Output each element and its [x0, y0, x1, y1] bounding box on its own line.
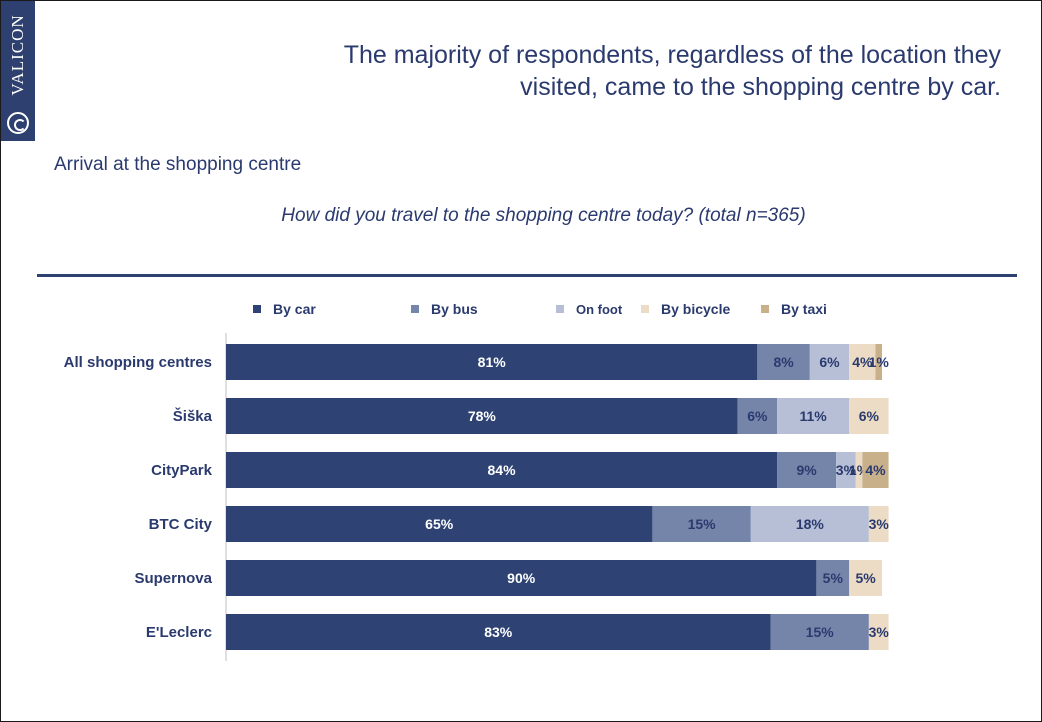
- legend-label-2: By bus: [431, 301, 478, 317]
- bar-segment: [226, 452, 778, 488]
- data-label: 4%: [852, 354, 873, 370]
- legend-label-4: By bicycle: [661, 301, 730, 317]
- data-label: 5%: [855, 570, 876, 586]
- bar-segment: [849, 398, 889, 434]
- brand-sidebar: VALICON: [1, 1, 35, 141]
- bar-segment: [226, 614, 771, 650]
- bar-segment: [855, 452, 863, 488]
- data-label: 9%: [796, 462, 817, 478]
- legend-label-1: By car: [273, 301, 316, 317]
- bar-segment: [777, 398, 850, 434]
- bar-segment: [226, 398, 738, 434]
- bar-segment: [862, 452, 889, 488]
- data-label: 65%: [425, 516, 454, 532]
- question-text: How did you travel to the shopping centr…: [281, 205, 806, 226]
- data-label: 8%: [773, 354, 794, 370]
- bar-segment: [868, 614, 889, 650]
- bar-segment: [757, 344, 810, 380]
- section-title: Arrival at the shopping centre: [54, 154, 302, 175]
- data-label: 6%: [859, 408, 880, 424]
- bar-segment: [777, 452, 837, 488]
- bar-segment: [868, 506, 889, 542]
- data-label: 6%: [819, 354, 840, 370]
- bar-segment: [226, 506, 653, 542]
- category-label: All shopping centres: [64, 354, 212, 371]
- data-label: 3%: [836, 462, 857, 478]
- data-label: 81%: [478, 354, 507, 370]
- category-label: Supernova: [134, 570, 212, 587]
- bar-segment: [809, 344, 850, 380]
- bar-segment: [849, 560, 882, 596]
- brand-name-text: VALICON: [8, 14, 27, 96]
- data-label: 3%: [869, 624, 890, 640]
- headline: The majority of respondents, regardless …: [343, 41, 1001, 101]
- category-label: BTC City: [149, 516, 213, 533]
- data-label: 6%: [747, 408, 768, 424]
- category-label: E'Leclerc: [146, 624, 212, 641]
- data-label: 5%: [823, 570, 844, 586]
- bar-segment: [816, 560, 850, 596]
- data-label: 90%: [507, 570, 536, 586]
- data-label: 11%: [799, 408, 827, 424]
- data-label: 84%: [488, 462, 517, 478]
- data-label: 4%: [865, 462, 886, 478]
- data-label: 83%: [484, 624, 513, 640]
- bar-segment: [750, 506, 869, 542]
- data-label: 1%: [869, 354, 890, 370]
- bar-segment: [875, 344, 882, 380]
- legend-label-5: By taxi: [781, 301, 827, 317]
- divider-rule: [37, 274, 1017, 277]
- legend-label-3: On foot: [576, 302, 623, 317]
- valicon-logo-icon: [7, 112, 29, 134]
- legend-swatch-1: [253, 305, 261, 313]
- bar-segment: [836, 452, 856, 488]
- legend-swatch-3: [556, 305, 564, 313]
- legend-swatch-2: [411, 305, 419, 313]
- data-label: 15%: [688, 516, 717, 532]
- data-label: 15%: [806, 624, 835, 640]
- legend-swatch-4: [641, 305, 649, 313]
- brand-name: VALICON: [3, 7, 33, 107]
- data-label: 18%: [796, 516, 825, 532]
- bar-segment: [226, 560, 817, 596]
- bar-segment: [770, 614, 869, 650]
- data-label: 78%: [468, 408, 497, 424]
- bar-segment: [652, 506, 751, 542]
- bar-segment: [737, 398, 778, 434]
- data-label: 3%: [869, 516, 890, 532]
- legend-swatch-5: [761, 305, 769, 313]
- category-label: CityPark: [151, 462, 213, 479]
- stacked-bar-chart: By car By bus On foot By bicycle By taxi All …: [64, 301, 890, 661]
- bar-segment: [226, 344, 758, 380]
- bar-segment: [849, 344, 876, 380]
- category-label: Šiška: [173, 407, 213, 425]
